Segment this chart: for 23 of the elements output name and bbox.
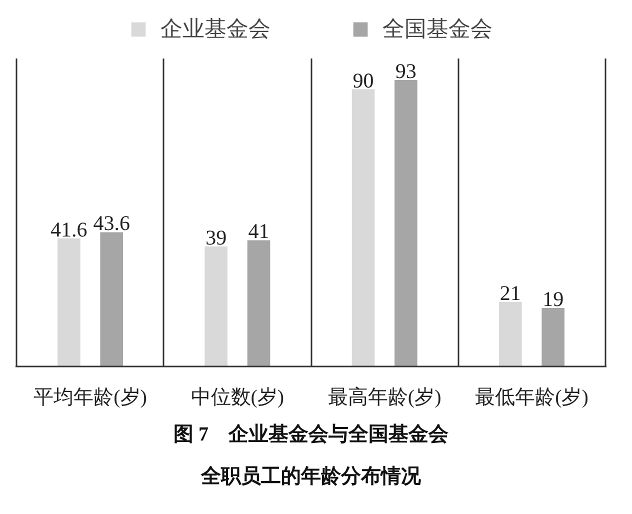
bar xyxy=(247,240,270,366)
x-tick-label: 最高年龄(岁) xyxy=(328,386,442,408)
data-label: 90 xyxy=(352,68,374,92)
legend-label: 全国基金会 xyxy=(382,15,492,43)
data-label: 93 xyxy=(395,59,416,84)
bar xyxy=(204,246,228,366)
bar xyxy=(100,232,123,366)
data-label: 21 xyxy=(500,280,521,305)
data-label: 39 xyxy=(206,225,227,250)
data-label: 19 xyxy=(542,286,564,311)
bar xyxy=(58,238,80,366)
data-label: 41.6 xyxy=(50,217,88,242)
x-tick-label: 中位数(岁) xyxy=(190,386,284,408)
data-label: 43.6 xyxy=(93,211,130,236)
x-tick-label: 最低年龄(岁) xyxy=(475,386,588,408)
bar xyxy=(542,308,564,366)
bar xyxy=(394,80,418,366)
bar xyxy=(352,89,375,366)
legend-label: 企业基金会 xyxy=(160,15,270,43)
x-tick-label: 平均年龄(岁) xyxy=(34,386,147,408)
bar xyxy=(499,302,522,366)
data-label: 41 xyxy=(248,219,270,244)
text: 图 7 企业基金会与全国基金会全职员工的年龄分布情况 xyxy=(174,424,450,488)
